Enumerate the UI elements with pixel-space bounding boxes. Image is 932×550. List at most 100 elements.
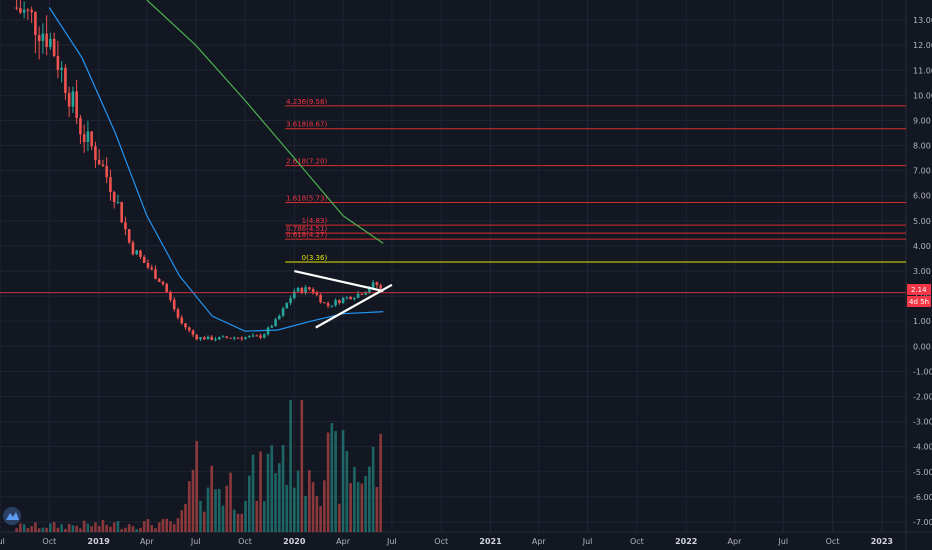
candle-body xyxy=(202,337,206,340)
candle-body xyxy=(368,288,371,293)
volume-bar xyxy=(274,473,277,532)
volume-bar xyxy=(161,518,165,532)
candle-body xyxy=(154,269,157,279)
y-tick-label: -2.00 xyxy=(913,392,932,401)
volume-bar xyxy=(345,451,349,532)
volume-bar xyxy=(229,472,232,532)
candle-body xyxy=(210,336,214,340)
fib-level-label: 2.618(7.20) xyxy=(286,158,327,166)
candle-body xyxy=(270,325,274,328)
candle-body xyxy=(34,12,37,36)
volume-bar xyxy=(86,523,90,532)
fib-level-label: 1(4.83) xyxy=(302,217,328,225)
candle-body xyxy=(371,282,375,289)
candle-body xyxy=(180,317,184,324)
volume-bar xyxy=(71,525,75,532)
volume-bar xyxy=(139,527,142,532)
candle-body xyxy=(199,337,202,340)
volume-bar xyxy=(60,524,63,532)
volume-bar xyxy=(360,483,364,532)
y-tick-label: -6.00 xyxy=(913,493,932,502)
candle-body xyxy=(195,334,199,340)
volume-bar xyxy=(165,518,169,532)
volume-bar xyxy=(293,487,296,532)
volume-bar xyxy=(176,518,180,532)
volume-bar xyxy=(37,528,41,532)
volume-bar xyxy=(15,528,18,532)
candle-body xyxy=(172,299,176,310)
volume-bar xyxy=(135,529,139,532)
volume-bar xyxy=(79,528,82,532)
candle-body xyxy=(221,336,225,338)
x-tick-label: Oct xyxy=(238,537,252,546)
volume-bar xyxy=(97,526,101,532)
candle-body xyxy=(19,7,22,13)
moving-average-fast xyxy=(48,7,384,332)
volume-bar xyxy=(217,489,221,532)
candle-body xyxy=(176,309,180,318)
y-tick-label: 13.00 xyxy=(913,16,932,25)
y-axis[interactable]: 13.00 12.00 11.00 10.00 9.00 8.00 7.00 6.00 5.00… xyxy=(913,16,932,527)
x-axis[interactable]: Jul Oct 2019 Apr Jul Oct 2020 Apr Jul Oct 2021 Apr J… xyxy=(0,537,893,546)
volume-bar xyxy=(236,513,240,532)
volume-bar xyxy=(101,519,105,532)
volume-bar xyxy=(210,465,214,532)
candle-body xyxy=(26,9,30,11)
y-tick-label: -4.00 xyxy=(913,443,932,452)
candle-body xyxy=(116,201,120,203)
candle-body xyxy=(274,319,277,326)
volume-bar xyxy=(326,432,330,532)
fibonacci-levels[interactable]: 4.236(9.58) 3.618(8.67) 2.618(7.20) 1.618(5… xyxy=(285,98,906,263)
volume-bar xyxy=(311,482,315,532)
candle-body xyxy=(41,33,45,42)
volume-bars xyxy=(15,400,382,532)
volume-bar xyxy=(278,463,281,532)
candle-body xyxy=(82,134,86,143)
tradingview-logo-button[interactable] xyxy=(3,507,21,525)
candle-body xyxy=(187,327,191,331)
candle-body xyxy=(146,262,150,268)
volume-bar xyxy=(304,495,307,532)
volume-bar xyxy=(285,484,289,532)
volume-bar xyxy=(251,454,255,532)
volume-bar xyxy=(334,431,337,532)
candle-body xyxy=(101,164,105,166)
candle-body xyxy=(345,296,349,298)
candle-body xyxy=(30,9,33,13)
volume-bar xyxy=(375,487,379,532)
volume-bar xyxy=(45,527,48,532)
volume-bar xyxy=(308,470,311,532)
candle-body xyxy=(135,250,139,255)
triangle-drawing[interactable] xyxy=(294,269,393,329)
x-tick-label: 2021 xyxy=(479,537,502,546)
candle-body xyxy=(285,302,289,309)
volume-bar xyxy=(120,529,123,532)
volume-bar xyxy=(180,510,184,532)
volume-bar xyxy=(225,485,229,532)
candle-body xyxy=(131,242,135,255)
countdown-badge: 4d 5h xyxy=(909,298,929,306)
volume-bar xyxy=(353,466,356,532)
triangle-lower-line xyxy=(315,283,393,329)
candle-body xyxy=(281,308,285,316)
volume-bar xyxy=(356,481,360,532)
candle-body xyxy=(266,327,270,335)
volume-bar xyxy=(41,527,45,532)
candle-body xyxy=(360,293,364,295)
volume-bar xyxy=(296,470,300,532)
volume-bar xyxy=(349,483,352,532)
volume-bar xyxy=(221,505,225,532)
volume-bar xyxy=(266,453,270,532)
candle-body xyxy=(255,335,259,337)
x-tick-label: 2023 xyxy=(871,537,893,546)
volume-bar xyxy=(150,525,154,532)
candle-body xyxy=(157,278,161,282)
candle-body xyxy=(323,302,326,304)
candle-body xyxy=(364,292,367,295)
volume-bar xyxy=(172,524,176,532)
volume-bar xyxy=(127,524,131,532)
fib-level-label: 1.618(5.73) xyxy=(286,195,327,203)
volume-bar xyxy=(49,523,52,532)
